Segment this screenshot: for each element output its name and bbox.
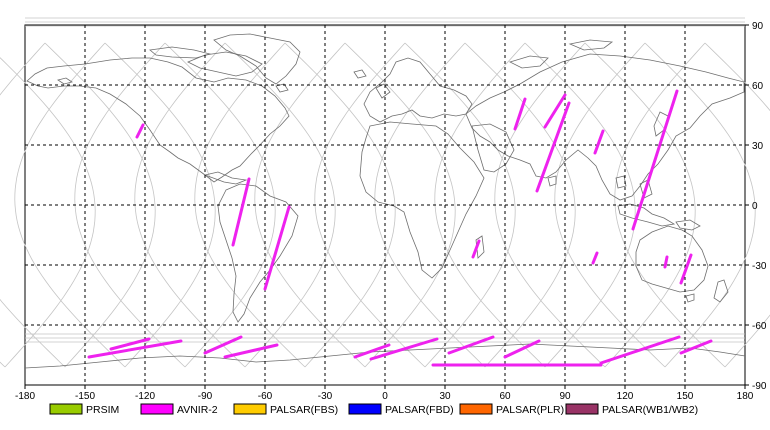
observation-swath <box>109 337 151 351</box>
observation-swath <box>223 343 279 359</box>
orbit-track <box>704 42 770 368</box>
legend-swatch <box>459 403 493 415</box>
x-tick-label: 60 <box>499 391 511 402</box>
legend-item: AVNIR-2 <box>140 403 218 416</box>
observation-swath <box>447 335 495 355</box>
observation-swath <box>263 205 291 291</box>
orbit-track <box>44 42 156 368</box>
orbit-track <box>524 42 636 368</box>
orbit-track <box>224 42 336 368</box>
x-tick-label: 30 <box>439 391 451 402</box>
sensor-legend: PRSIM AVNIR-2 PALSAR(FBS) PALSAR(FBD) PALSAR… <box>49 403 698 416</box>
y-tick-label: 30 <box>752 141 764 152</box>
x-tick-label: 0 <box>382 391 388 402</box>
x-tick-label: -60 <box>258 391 273 402</box>
observation-swath <box>599 335 681 365</box>
legend-item: PRSIM <box>49 403 119 416</box>
legend-swatch <box>49 403 83 415</box>
legend-swatch <box>565 403 599 415</box>
observation-swath <box>631 89 679 231</box>
legend-label: PALSAR(FBD) <box>385 404 454 416</box>
legend-swatch <box>348 403 382 415</box>
orbit-track <box>0 42 66 368</box>
x-tick-label: -150 <box>75 391 95 402</box>
graticule-grid <box>25 25 745 385</box>
observation-swath <box>543 93 567 129</box>
longitude-tick-labels: -180 -150 -120 -90 -60 -30 0 30 60 90 120 150 180 <box>15 385 754 402</box>
y-tick-label: -30 <box>752 261 767 272</box>
legend-item: PALSAR(FBS) <box>233 403 338 416</box>
legend-label: AVNIR-2 <box>177 404 218 416</box>
x-tick-label: 90 <box>559 391 571 402</box>
orbit-track <box>104 42 216 368</box>
orbit-track <box>404 42 516 368</box>
x-tick-label: -120 <box>135 391 155 402</box>
legend-label: PALSAR(WB1/WB2) <box>602 404 698 416</box>
x-tick-label: 120 <box>617 391 634 402</box>
observation-swath <box>471 239 481 259</box>
x-tick-label: -90 <box>198 391 213 402</box>
observation-swath <box>503 339 541 359</box>
orbit-track <box>644 42 756 368</box>
orbit-track <box>584 42 696 368</box>
orbit-track <box>0 57 96 368</box>
orbit-track <box>14 42 126 368</box>
observation-swath <box>593 129 605 155</box>
x-tick-label: 150 <box>677 391 694 402</box>
orbit-track <box>344 42 456 368</box>
orbit-track <box>164 42 276 368</box>
y-tick-label: 90 <box>752 21 764 32</box>
legend-item: PALSAR(WB1/WB2) <box>565 403 698 416</box>
observation-swath <box>679 253 693 285</box>
x-tick-label: -180 <box>15 391 35 402</box>
orbit-track <box>464 42 576 368</box>
observation-swath <box>679 339 713 355</box>
observation-swath <box>353 343 391 359</box>
y-tick-label: -60 <box>752 321 767 332</box>
x-tick-label: -30 <box>318 391 333 402</box>
observation-swath <box>663 255 669 269</box>
observation-swath <box>87 339 183 359</box>
observation-swath <box>135 123 145 139</box>
avnir2-observation-swaths <box>87 89 713 367</box>
y-tick-label: -90 <box>752 381 767 392</box>
observation-swath <box>231 177 251 247</box>
x-tick-label: 180 <box>737 391 754 402</box>
world-coastlines <box>24 33 746 369</box>
latitude-tick-labels: 90 60 30 0 -30 -60 -90 <box>745 21 767 392</box>
observation-swath <box>513 97 527 131</box>
observation-swath <box>535 101 571 193</box>
y-tick-label: 0 <box>752 201 758 212</box>
observation-swath <box>203 335 243 355</box>
legend-swatch <box>140 403 174 415</box>
legend-swatch <box>233 403 267 415</box>
observation-swath <box>591 251 599 265</box>
legend-item: PALSAR(PLR) <box>459 403 564 416</box>
legend-label: PALSAR(FBS) <box>270 404 338 416</box>
legend-label: PALSAR(PLR) <box>496 404 564 416</box>
legend-label: PRSIM <box>86 404 119 416</box>
y-tick-label: 60 <box>752 81 764 92</box>
observation-swath <box>369 337 439 361</box>
legend-item: PALSAR(FBD) <box>348 403 454 416</box>
orbit-track <box>284 42 396 368</box>
